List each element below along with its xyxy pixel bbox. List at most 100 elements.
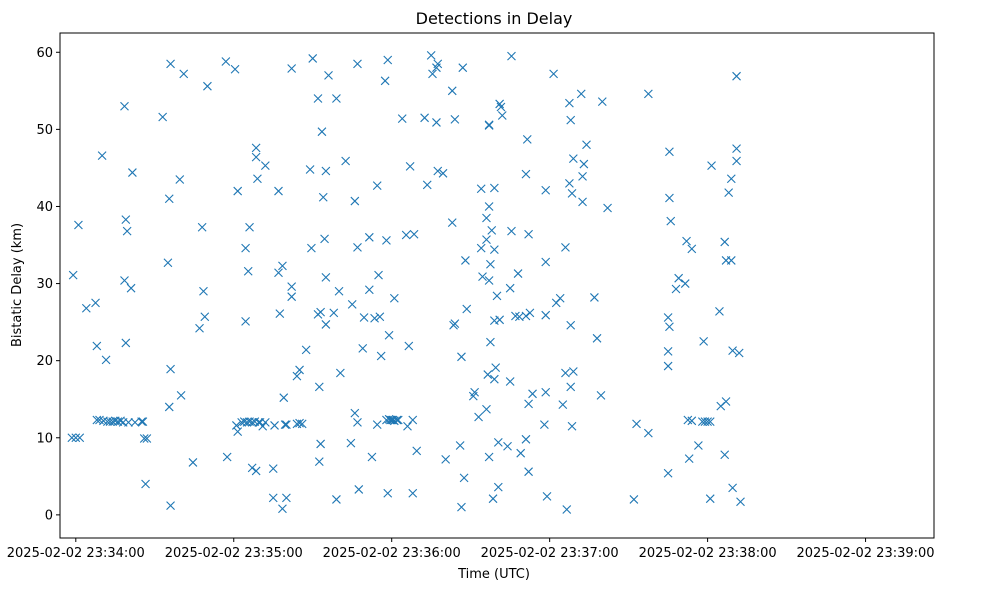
data-point (687, 416, 697, 426)
data-point (166, 364, 175, 374)
data-point (441, 454, 451, 464)
data-point (726, 174, 736, 184)
axis-ticks: 0 10 20 30 40 50 60 2025-02-02 23:34:00 2025-02-… (7, 46, 935, 561)
data-point (487, 225, 497, 235)
data-point (141, 479, 150, 489)
data-point (137, 417, 146, 426)
data-point (274, 186, 283, 196)
data-point (372, 181, 382, 191)
data-point (478, 272, 487, 282)
data-point (541, 387, 551, 397)
data-point (558, 400, 568, 410)
data-point (484, 276, 494, 285)
data-point (397, 114, 407, 123)
data-point (142, 434, 152, 443)
data-point (278, 261, 287, 271)
data-point (578, 197, 587, 207)
data-point (728, 346, 737, 356)
data-point (408, 415, 418, 425)
data-point (521, 434, 531, 444)
data-point (120, 276, 129, 285)
data-point (521, 311, 531, 321)
data-point (122, 226, 132, 236)
data-point (251, 466, 261, 476)
data-point (566, 320, 576, 330)
data-point (175, 175, 185, 184)
data-point (247, 463, 257, 473)
data-point (561, 242, 570, 252)
data-point (268, 464, 278, 473)
data-point (295, 365, 304, 375)
data-point (596, 390, 606, 400)
data-point (347, 300, 357, 309)
data-point (101, 355, 111, 365)
data-point (260, 417, 270, 427)
data-point (179, 69, 189, 79)
data-point (505, 377, 515, 386)
data-point (671, 284, 681, 294)
data-point (450, 319, 460, 329)
data-point (541, 185, 551, 195)
data-point (482, 235, 491, 245)
plot-frame (59, 32, 935, 539)
data-point (524, 229, 533, 239)
data-point (316, 439, 326, 449)
data-point (483, 370, 493, 379)
data-point (163, 258, 173, 268)
data-point (503, 441, 512, 451)
data-point (447, 218, 457, 228)
data-point (307, 243, 316, 253)
data-point (75, 433, 85, 443)
data-point (555, 293, 565, 303)
data-point (139, 434, 149, 443)
data-point (484, 121, 494, 130)
data-point (367, 452, 377, 462)
data-point (578, 172, 587, 181)
data-point (314, 457, 324, 467)
data-point (484, 202, 494, 211)
data-point (287, 292, 297, 302)
data-point (721, 397, 731, 406)
data-point (392, 415, 402, 425)
data-point (138, 417, 148, 426)
data-point (380, 76, 390, 86)
data-point (71, 433, 81, 443)
data-point (393, 415, 403, 425)
data-point (68, 270, 78, 280)
data-point (592, 333, 602, 343)
data-point (703, 417, 712, 426)
data-point (321, 166, 331, 176)
data-point (67, 433, 77, 443)
data-point (233, 427, 243, 436)
data-point (243, 266, 253, 276)
y-tick-label: 30 (36, 277, 53, 292)
data-point (566, 115, 576, 125)
x-tick-label: 2025-02-02 23:36:00 (323, 546, 461, 561)
y-tick-label: 60 (36, 46, 53, 61)
data-point (549, 69, 558, 79)
y-axis-label: Bistatic Delay (km) (10, 223, 25, 347)
data-point (707, 161, 716, 170)
data-point (666, 216, 676, 226)
data-point (489, 374, 499, 384)
data-point (438, 168, 448, 178)
data-point (121, 215, 131, 224)
data-point (91, 298, 100, 308)
data-point (457, 352, 466, 362)
data-point (567, 188, 577, 198)
data-point (258, 421, 268, 431)
data-point (301, 345, 311, 355)
data-point (321, 320, 331, 329)
data-point (524, 467, 533, 477)
data-point (462, 304, 472, 314)
data-point (562, 505, 572, 514)
data-point (461, 256, 470, 265)
data-point (176, 390, 186, 400)
data-point (245, 222, 254, 232)
data-point (350, 196, 360, 206)
data-point (275, 309, 285, 319)
data-point (314, 382, 324, 392)
data-point (561, 368, 570, 378)
y-tick-label: 50 (36, 123, 53, 138)
data-point (474, 412, 483, 422)
